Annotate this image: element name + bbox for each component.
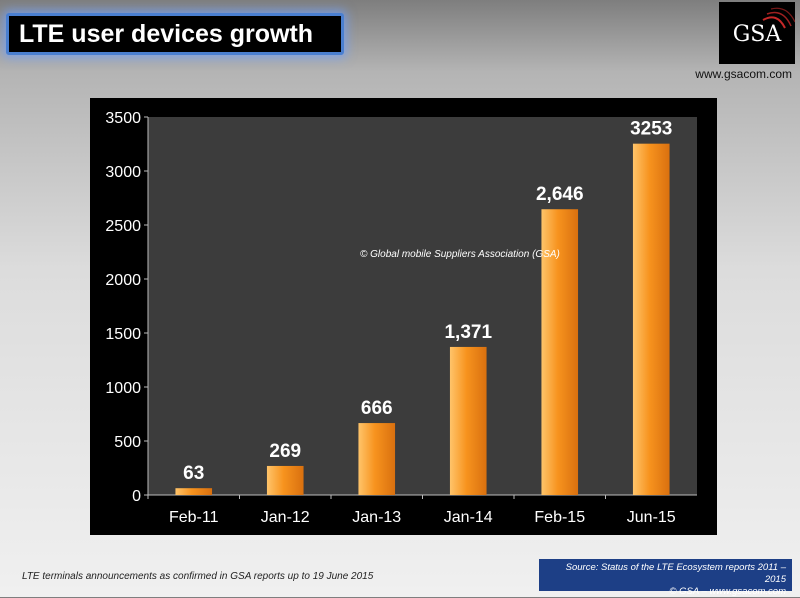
- y-tick-label: 1000: [105, 380, 141, 397]
- bar-chart: 0 500 1000 1500 2000 2500 3000 3500 63 Feb-11 269…: [105, 110, 697, 526]
- data-label: 666: [361, 398, 393, 419]
- bar-jun-15: [632, 143, 670, 495]
- data-label: 269: [269, 441, 301, 462]
- bar-feb-11: [175, 488, 213, 495]
- bar-jan-14: [449, 346, 487, 495]
- y-tick-label: 3000: [105, 164, 141, 181]
- y-tick-label: 500: [114, 434, 141, 451]
- bar-jan-13: [358, 423, 396, 495]
- y-tick-label: 1500: [105, 326, 141, 343]
- y-tick-label: 2500: [105, 218, 141, 235]
- chart-panel: 0 500 1000 1500 2000 2500 3000 3500 63 Feb-11 269…: [90, 98, 717, 535]
- x-tick-label: Jun-15: [627, 509, 676, 526]
- source-box: Source: Status of the LTE Ecosystem repo…: [539, 559, 792, 597]
- x-tick-label: Jan-13: [352, 509, 401, 526]
- gsa-logo: GSA: [719, 2, 795, 64]
- y-tick-label: 0: [132, 488, 141, 505]
- y-tick-label: 3500: [105, 110, 141, 127]
- source-line-1: Source: Status of the LTE Ecosystem repo…: [565, 562, 786, 585]
- x-tick-label: Jan-14: [444, 509, 493, 526]
- data-label: 1,371: [444, 322, 492, 343]
- copyright-annotation: © Global mobile Suppliers Association (G…: [360, 249, 560, 260]
- y-tick-label: 2000: [105, 272, 141, 289]
- data-label: 63: [183, 463, 204, 484]
- data-label: 3253: [630, 119, 672, 140]
- signal-arc-icon: [762, 7, 795, 29]
- source-line-2: © GSA – www.gsacom.com: [669, 586, 786, 597]
- footnote: LTE terminals announcements as confirmed…: [22, 571, 374, 582]
- title-box: LTE user devices growth: [6, 13, 344, 55]
- page-title: LTE user devices growth: [19, 19, 314, 48]
- bar-feb-15: [541, 209, 579, 495]
- logo-text: GSA: [732, 22, 782, 47]
- x-tick-label: Jan-12: [261, 509, 310, 526]
- x-tick-label: Feb-11: [169, 509, 219, 526]
- plot-area: [148, 117, 697, 495]
- bar-jan-12: [266, 465, 304, 495]
- x-tick-label: Feb-15: [534, 509, 585, 526]
- site-url: www.gsacom.com: [695, 67, 792, 81]
- data-label: 2,646: [536, 184, 584, 205]
